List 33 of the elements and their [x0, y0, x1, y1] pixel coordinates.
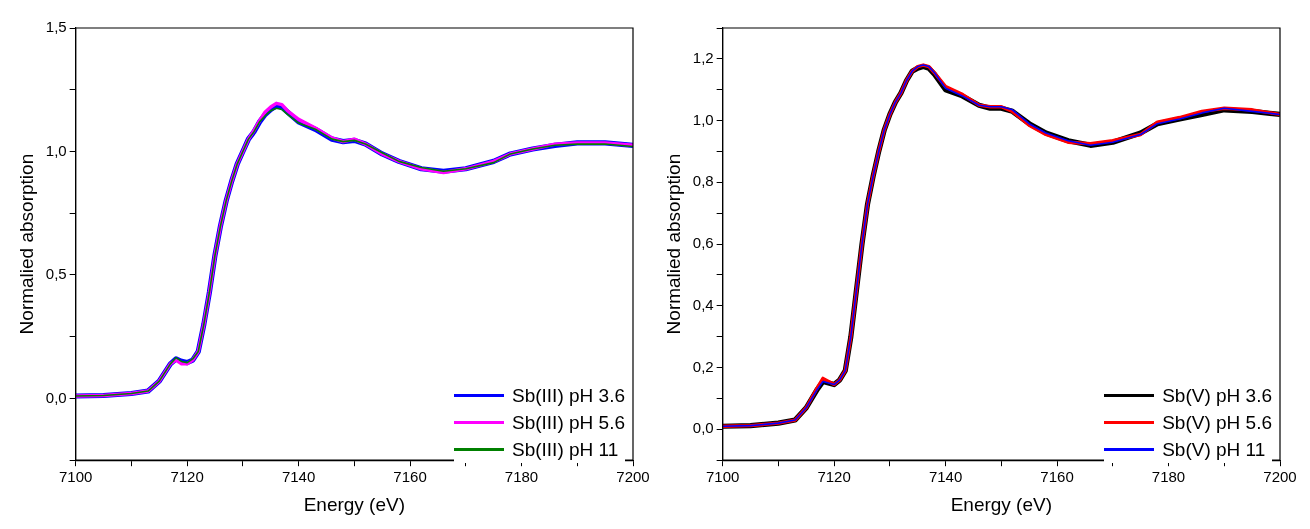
y-tick-label: 0,4	[692, 295, 714, 313]
y-tick-label: 1,2	[692, 49, 714, 67]
y-tick-label: 1,0	[45, 141, 67, 159]
x-axis-title: Energy (eV)	[950, 493, 1053, 515]
x-tick-label: 7120	[170, 468, 204, 486]
x-tick-label: 7120	[817, 468, 851, 486]
legend-label: Sb(V) pH 5.6	[1162, 411, 1272, 435]
x-tick-label: 7100	[705, 468, 740, 486]
y-tick-label: 0,5	[45, 265, 67, 283]
x-tick-label: 7140	[928, 468, 963, 486]
legend-label: Sb(III) pH 11	[512, 438, 619, 462]
x-tick-label: 7140	[281, 468, 316, 486]
x-axis-title: Energy (eV)	[303, 493, 406, 515]
x-tick-label: 7100	[58, 468, 93, 486]
y-tick-label: 0,8	[692, 172, 714, 190]
legend-label: Sb(V) pH 11	[1162, 438, 1266, 462]
y-tick-label: 1,0	[692, 110, 714, 128]
y-tick-label: 0,0	[692, 419, 714, 437]
x-tick-label: 7160	[393, 468, 427, 486]
legend-label: Sb(V) pH 3.6	[1162, 384, 1272, 408]
x-tick-label: 7180	[1151, 468, 1186, 486]
y-tick-label: 0,0	[45, 388, 67, 406]
y-tick-label: 1,5	[45, 18, 67, 36]
y-tick-label: 0,2	[692, 357, 714, 375]
x-tick-label: 7200	[616, 468, 650, 486]
y-axis-title: Normalied absorption	[662, 153, 684, 335]
legend-label: Sb(III) pH 5.6	[512, 411, 625, 435]
x-tick-label: 7160	[1040, 468, 1074, 486]
y-tick-label: 0,6	[692, 234, 714, 252]
x-tick-label: 7180	[504, 468, 539, 486]
y-axis-title: Normalied absorption	[15, 153, 37, 335]
legend-label: Sb(III) pH 3.6	[512, 384, 625, 408]
x-tick-label: 7200	[1263, 468, 1297, 486]
